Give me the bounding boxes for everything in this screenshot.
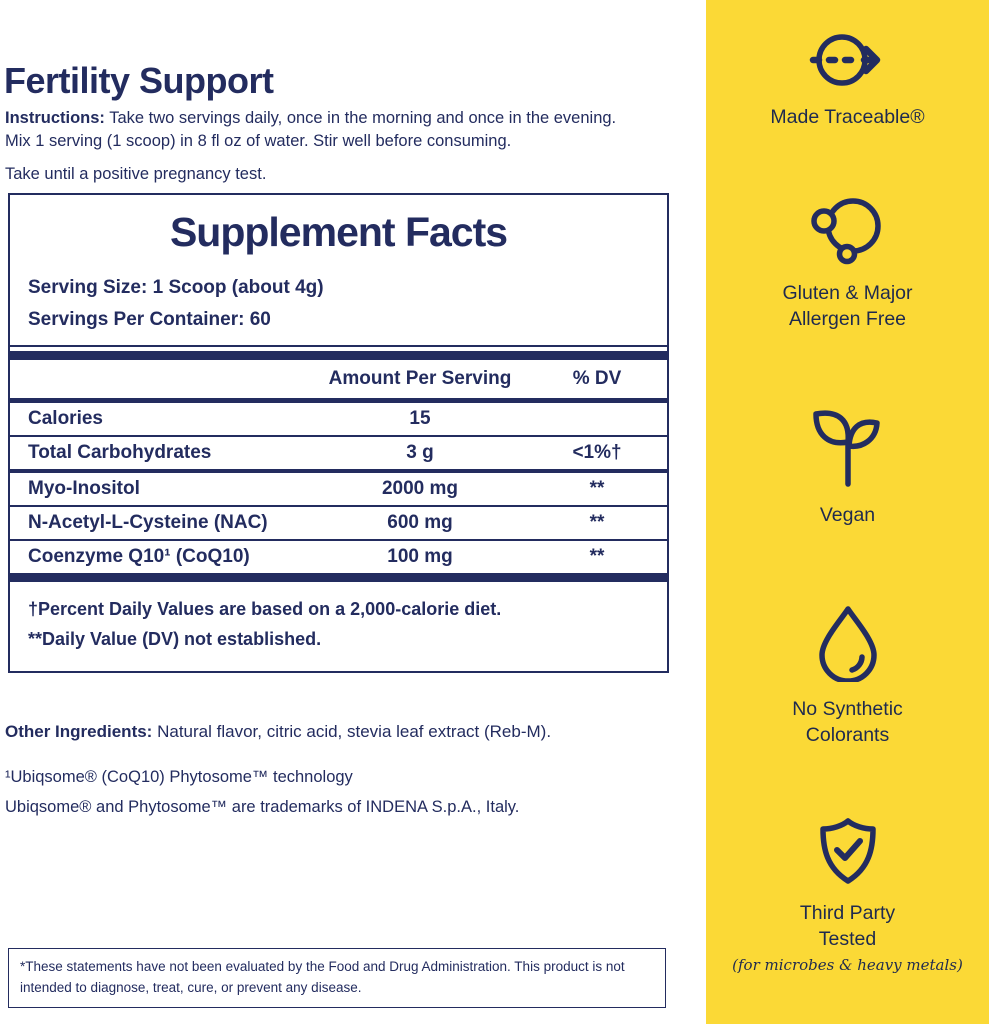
divider-row xyxy=(10,434,667,437)
row-amount: 100 mg xyxy=(387,545,453,567)
trademark-note-technology: ¹Ubiqsome® (CoQ10) Phytosome™ technology xyxy=(5,767,353,786)
serving-size-line: Serving Size: 1 Scoop (about 4g) xyxy=(28,272,649,304)
badge-label: Third Party Tested xyxy=(799,902,896,951)
instructions-text: Instructions: Take two servings daily, o… xyxy=(5,107,670,155)
traceability-arrow-icon xyxy=(809,34,880,86)
facts-column-header-row: Amount Per Serving % DV xyxy=(10,360,667,398)
row-dv: ** xyxy=(589,545,605,567)
row-amount: 2000 mg xyxy=(381,477,459,499)
row-dv: ** xyxy=(589,477,605,499)
facts-footnotes: †Percent Daily Values are based on a 2,0… xyxy=(10,582,667,671)
row-dv: <1%† xyxy=(572,441,622,463)
table-row-nac: N-Acetyl-L-Cysteine (NAC) 600 mg ** xyxy=(10,507,667,539)
badge-label: Gluten & Major Allergen Free xyxy=(782,282,913,331)
row-amount: 3 g xyxy=(406,441,434,463)
divider-section xyxy=(10,468,667,473)
badge-no-synthetic-colorants: No Synthetic Colorants xyxy=(706,604,989,749)
row-name: Total Carbohydrates xyxy=(28,441,212,463)
supplement-facts-header: Supplement Facts Serving Size: 1 Scoop (… xyxy=(10,195,667,345)
supplement-facts-panel: Supplement Facts Serving Size: 1 Scoop (… xyxy=(8,193,669,673)
table-row-carbohydrates: Total Carbohydrates 3 g <1%† xyxy=(10,437,667,469)
badge-label: Vegan xyxy=(819,504,876,526)
servings-per-container-line: Servings Per Container: 60 xyxy=(28,304,649,336)
badge-sublabel: (for microbes & heavy metals) xyxy=(732,955,963,974)
row-name: Myo-Inositol xyxy=(28,477,140,499)
table-row-myo-inositol: Myo-Inositol 2000 mg ** xyxy=(10,473,667,505)
serving-size-label: Serving Size: xyxy=(28,277,148,298)
badge-third-party-tested: Third Party Tested (for microbes & heavy… xyxy=(706,816,989,974)
badge-sidebar: Made Traceable® Gluten & Major Allergen … xyxy=(706,0,989,1024)
other-ingredients-line: Other Ingredients: Natural flavor, citri… xyxy=(5,722,665,742)
droplet-icon xyxy=(818,606,877,682)
divider-thick xyxy=(10,572,667,582)
divider xyxy=(10,344,667,347)
divider-row xyxy=(10,538,667,541)
usage-note: Take until a positive pregnancy test. xyxy=(5,164,267,183)
row-amount: 15 xyxy=(409,407,431,429)
row-dv: ** xyxy=(589,511,605,533)
column-header-amount: Amount Per Serving xyxy=(328,367,512,389)
divider-row xyxy=(10,504,667,507)
row-amount: 600 mg xyxy=(387,511,453,533)
instructions-body: Take two servings daily, once in the mor… xyxy=(5,108,617,151)
allergen-molecule-icon xyxy=(810,198,881,265)
divider-thick xyxy=(10,350,667,360)
badge-allergen-free: Gluten & Major Allergen Free xyxy=(706,196,989,333)
footnote-daily-values: †Percent Daily Values are based on a 2,0… xyxy=(28,598,502,619)
sprout-icon xyxy=(812,410,880,487)
serving-size-value: 1 Scoop (about 4g) xyxy=(152,277,324,298)
row-name: Coenzyme Q10¹ (CoQ10) xyxy=(28,545,250,567)
other-ingredients-label: Other Ingredients: xyxy=(5,722,153,741)
instructions-label: Instructions: xyxy=(5,108,105,127)
servings-per-container-value: 60 xyxy=(249,309,271,331)
page-title: Fertility Support xyxy=(4,60,274,102)
supplement-facts-title: Supplement Facts xyxy=(169,209,508,255)
divider-medium xyxy=(10,397,667,403)
badge-label: Made Traceable® xyxy=(770,106,925,128)
trademark-note-owner: Ubiqsome® and Phytosome™ are trademarks … xyxy=(5,797,520,816)
table-row-calories: Calories 15 xyxy=(10,403,667,435)
row-name: Calories xyxy=(28,407,103,429)
badge-made-traceable: Made Traceable® xyxy=(706,30,989,130)
badge-label: No Synthetic Colorants xyxy=(792,698,903,747)
fda-disclaimer-box: *These statements have not been evaluate… xyxy=(8,948,666,1008)
shield-check-icon xyxy=(819,818,876,884)
footnote-dv-not-established: **Daily Value (DV) not established. xyxy=(28,629,322,650)
badge-vegan: Vegan xyxy=(706,406,989,528)
column-header-dv: % DV xyxy=(572,367,622,389)
table-row-coq10: Coenzyme Q10¹ (CoQ10) 100 mg ** xyxy=(10,541,667,573)
servings-per-container-label: Servings Per Container: xyxy=(28,309,245,331)
row-name: N-Acetyl-L-Cysteine (NAC) xyxy=(28,511,268,533)
other-ingredients-value: Natural flavor, citric acid, stevia leaf… xyxy=(157,722,552,741)
